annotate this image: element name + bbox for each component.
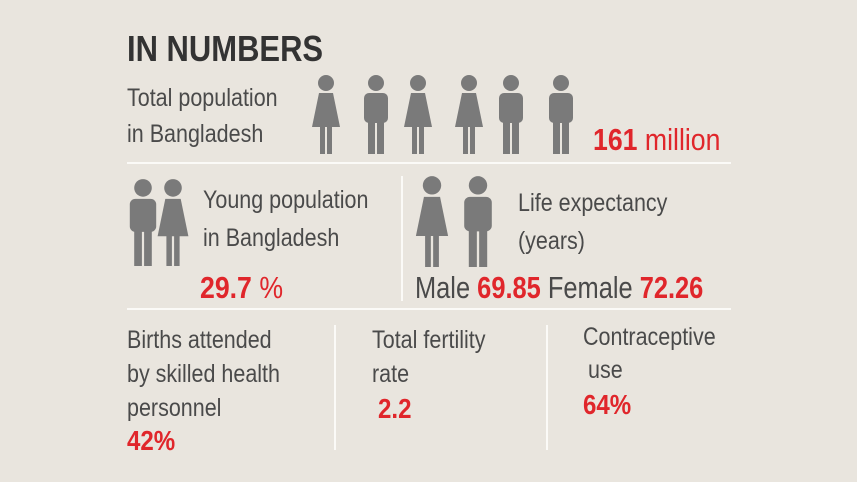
unit: %	[259, 270, 284, 305]
value: 42%	[127, 425, 176, 456]
young-icons	[129, 179, 189, 266]
divider	[401, 176, 403, 301]
divider	[127, 308, 731, 310]
total-value: 161 million	[593, 124, 720, 156]
divider	[334, 325, 336, 450]
female-value: 72.26	[639, 270, 704, 305]
value: 2.2	[378, 393, 412, 424]
label-line: by skilled health	[127, 360, 280, 388]
value: 29.7	[200, 270, 252, 305]
label-line: Young population	[203, 186, 369, 214]
label-line: personnel	[127, 394, 222, 422]
title: IN NUMBERS	[127, 28, 324, 69]
label-line: in Bangladesh	[127, 120, 264, 148]
value: 64%	[583, 389, 632, 420]
label-line: Total population	[127, 84, 278, 112]
divider	[127, 162, 731, 164]
label-line: Births attended	[127, 326, 272, 354]
divider	[546, 325, 548, 450]
male-label: Male	[415, 270, 471, 305]
label-line: use	[588, 356, 623, 384]
unit: million	[644, 122, 721, 157]
label-line: in Bangladesh	[203, 224, 340, 252]
population-icons	[312, 75, 573, 154]
young-value: 29.7 %	[200, 272, 283, 304]
male-value: 69.85	[477, 270, 541, 305]
label-line: Contraceptive	[583, 323, 716, 351]
label-line: Life expectancy	[518, 189, 668, 217]
label-line: (years)	[518, 227, 585, 255]
female-label: Female	[547, 270, 633, 305]
value: 161	[593, 122, 638, 157]
label-line: Total fertility	[372, 326, 486, 354]
label-line: rate	[372, 360, 410, 388]
life-values: Male 69.85 Female 72.26	[415, 272, 703, 304]
elder-icons	[415, 176, 492, 267]
